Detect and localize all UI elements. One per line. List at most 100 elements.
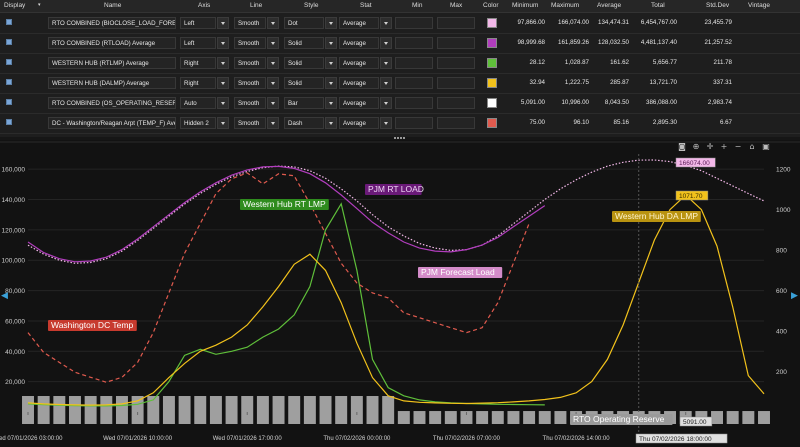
header-color[interactable]: Color <box>483 2 499 9</box>
pan-icon[interactable]: ✛ <box>707 142 714 151</box>
axis-select[interactable]: Hidden 2 <box>180 117 216 129</box>
chevron-down-icon[interactable] <box>217 37 229 49</box>
header-stddev[interactable]: Std.Dev <box>706 2 730 9</box>
chevron-down-icon[interactable] <box>267 77 279 89</box>
color-swatch[interactable] <box>487 18 497 28</box>
chevron-down-icon[interactable] <box>380 57 392 69</box>
style-select[interactable]: Solid <box>284 77 324 89</box>
display-checkbox[interactable] <box>6 79 12 85</box>
series-name-field[interactable]: WESTERN HUB (DALMP) Average <box>48 77 176 89</box>
stat-select[interactable]: Average <box>339 77 379 89</box>
axis-select[interactable]: Right <box>180 57 216 69</box>
series-name-field[interactable]: RTO COMBINED (RTLOAD) Average <box>48 37 176 49</box>
line-select[interactable]: Smooth <box>234 37 266 49</box>
header-maximum[interactable]: Maximum <box>551 2 580 9</box>
axis-select[interactable]: Left <box>180 17 216 29</box>
axis-select[interactable]: Left <box>180 37 216 49</box>
header-line[interactable]: Line <box>250 2 263 9</box>
min-input[interactable] <box>395 37 433 49</box>
series-row[interactable]: RTO COMBINED (OS_OPERATING_RESERVE) / Au… <box>0 93 800 114</box>
header-total[interactable]: Total <box>651 2 665 9</box>
color-swatch[interactable] <box>487 78 497 88</box>
series-name-field[interactable]: DC - Washington/Reagan Arpt (TEMP_F) Ave… <box>48 117 176 129</box>
chevron-down-icon[interactable] <box>267 97 279 109</box>
chevron-down-icon[interactable] <box>325 117 337 129</box>
min-input[interactable] <box>395 117 433 129</box>
max-input[interactable] <box>437 57 475 69</box>
chevron-down-icon[interactable] <box>325 17 337 29</box>
stat-select[interactable]: Average <box>339 17 379 29</box>
style-select[interactable]: Bar <box>284 97 324 109</box>
display-checkbox[interactable] <box>6 99 12 105</box>
min-input[interactable] <box>395 17 433 29</box>
display-checkbox[interactable] <box>6 19 12 25</box>
header-min[interactable]: Min <box>412 2 423 9</box>
chevron-down-icon[interactable] <box>217 17 229 29</box>
header-vintage[interactable]: Vintage <box>748 2 770 9</box>
series-row[interactable]: RTO COMBINED (BIOCLOSE_LOAD_FORECAS Left… <box>0 13 800 34</box>
series-name-field[interactable]: RTO COMBINED (BIOCLOSE_LOAD_FORECAS <box>48 17 176 29</box>
chevron-down-icon[interactable] <box>325 57 337 69</box>
header-stat[interactable]: Stat <box>360 2 372 9</box>
header-display[interactable]: Display <box>4 2 26 9</box>
chevron-down-icon[interactable] <box>325 77 337 89</box>
zoom-in-icon[interactable]: + <box>721 142 728 151</box>
series-name-field[interactable]: WESTERN HUB (RTLMP) Average <box>48 57 176 69</box>
line-select[interactable]: Smooth <box>234 57 266 69</box>
chevron-down-icon[interactable] <box>380 17 392 29</box>
display-checkbox[interactable] <box>6 119 12 125</box>
min-input[interactable] <box>395 57 433 69</box>
chevron-down-icon[interactable] <box>267 57 279 69</box>
chevron-down-icon[interactable] <box>380 117 392 129</box>
color-swatch[interactable] <box>487 58 497 68</box>
header-style[interactable]: Style <box>304 2 319 9</box>
style-select[interactable]: Solid <box>284 37 324 49</box>
chevron-down-icon[interactable] <box>217 57 229 69</box>
max-input[interactable] <box>437 117 475 129</box>
stat-select[interactable]: Average <box>339 37 379 49</box>
line-select[interactable]: Smooth <box>234 17 266 29</box>
line-select[interactable]: Smooth <box>234 77 266 89</box>
series-row[interactable]: WESTERN HUB (DALMP) Average Right Smooth… <box>0 73 800 94</box>
display-checkbox[interactable] <box>6 39 12 45</box>
series-row[interactable]: RTO COMBINED (RTLOAD) Average Left Smoot… <box>0 33 800 54</box>
stat-select[interactable]: Average <box>339 97 379 109</box>
scroll-right-icon[interactable]: ▶ <box>791 290 798 300</box>
zoom-out-icon[interactable]: − <box>735 142 742 151</box>
series-row[interactable]: WESTERN HUB (RTLMP) Average Right Smooth… <box>0 53 800 74</box>
chevron-down-icon[interactable] <box>267 37 279 49</box>
min-input[interactable] <box>395 97 433 109</box>
color-swatch[interactable] <box>487 118 497 128</box>
chevron-down-icon[interactable] <box>380 77 392 89</box>
max-input[interactable] <box>437 17 475 29</box>
stat-select[interactable]: Average <box>339 57 379 69</box>
header-max[interactable]: Max <box>450 2 463 9</box>
series-row[interactable]: DC - Washington/Reagan Arpt (TEMP_F) Ave… <box>0 113 800 134</box>
chevron-down-icon[interactable] <box>380 37 392 49</box>
series-name-field[interactable]: RTO COMBINED (OS_OPERATING_RESERVE) / <box>48 97 176 109</box>
max-input[interactable] <box>437 97 475 109</box>
chevron-down-icon[interactable]: ▾ <box>38 2 41 8</box>
max-input[interactable] <box>437 77 475 89</box>
chevron-down-icon[interactable] <box>325 37 337 49</box>
header-name[interactable]: Name <box>104 2 122 9</box>
scroll-left-icon[interactable]: ◀ <box>1 290 8 300</box>
reset-icon[interactable]: ⌂ <box>749 142 754 151</box>
style-select[interactable]: Dot <box>284 17 324 29</box>
camera-icon[interactable]: ◙ <box>678 142 686 151</box>
color-swatch[interactable] <box>487 38 497 48</box>
header-minimum[interactable]: Minimum <box>512 2 539 9</box>
line-select[interactable]: Smooth <box>234 97 266 109</box>
chevron-down-icon[interactable] <box>325 97 337 109</box>
chevron-down-icon[interactable] <box>267 17 279 29</box>
zoom-icon[interactable]: ⊕ <box>693 142 700 151</box>
stat-select[interactable]: Average <box>339 117 379 129</box>
color-swatch[interactable] <box>487 98 497 108</box>
resize-handle[interactable] <box>394 134 406 139</box>
chart-area[interactable]: 160,000 140,000 120,000 100,000 80,000 60,000… <box>0 140 800 447</box>
chevron-down-icon[interactable] <box>267 117 279 129</box>
chevron-down-icon[interactable] <box>380 97 392 109</box>
min-input[interactable] <box>395 77 433 89</box>
axis-select[interactable]: Auto <box>180 97 216 109</box>
line-select[interactable]: Smooth <box>234 117 266 129</box>
